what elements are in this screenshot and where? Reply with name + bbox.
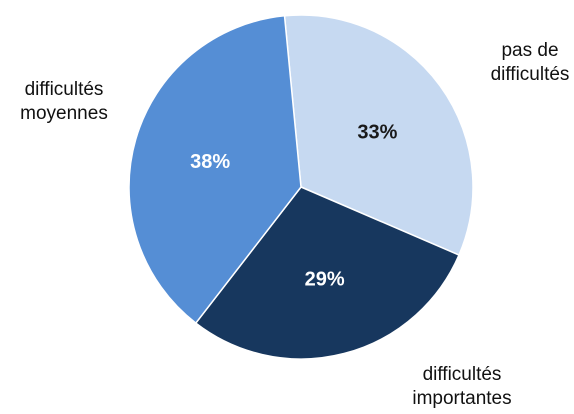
pie-category-label-line: pas de [501, 40, 558, 61]
pie-category-label-line: difficultés [491, 64, 570, 85]
pie-value-label-pas-de-difficultes: 33% [357, 121, 397, 143]
pie-category-label-line: difficultés [25, 79, 104, 100]
pie-category-label-difficultes-importantes: difficultés importantes [412, 364, 511, 409]
pie-category-label-pas-de-difficultes: pas de difficultés [491, 40, 570, 85]
pie-slice-difficultes-importantes [194, 186, 460, 360]
pie-slice-pas-de-difficultes [283, 14, 474, 257]
pie-category-label-line: moyennes [20, 103, 108, 124]
pie-category-label-line: difficultés [423, 364, 502, 385]
pie-value-label-difficultes-moyennes: 38% [190, 151, 230, 173]
pie-slices [128, 14, 474, 360]
pie-slice-difficultes-moyennes [128, 14, 302, 325]
pie-category-label-line: importantes [412, 388, 511, 409]
pie-value-labels: 33% 29% 38% [190, 121, 398, 290]
pie-value-label-difficultes-importantes: 29% [305, 269, 345, 291]
pie-category-label-difficultes-moyennes: difficultés moyennes [20, 79, 108, 124]
